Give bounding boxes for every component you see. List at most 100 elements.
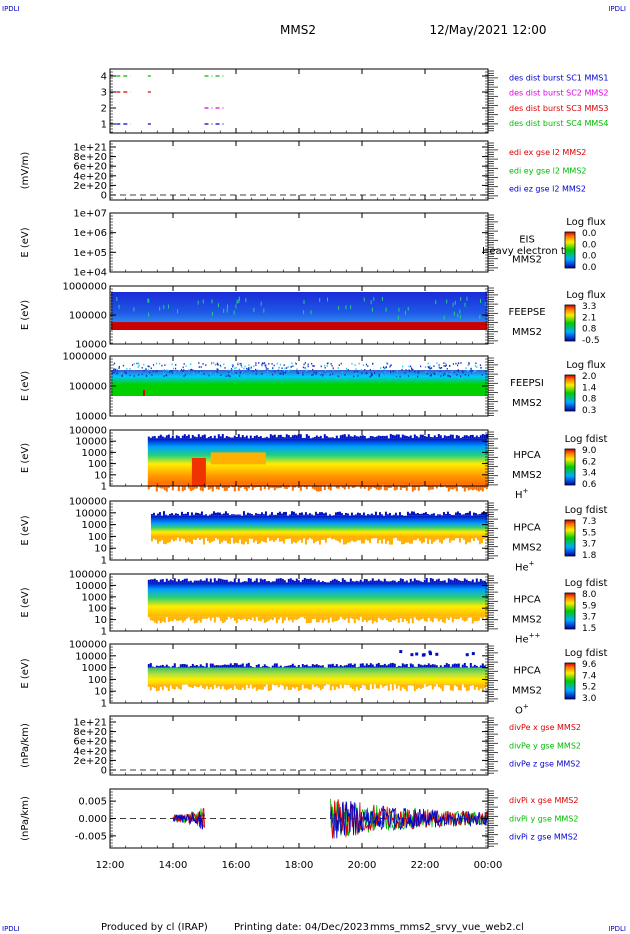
spectrogram-edge <box>476 514 479 516</box>
spectrogram-edge <box>219 684 222 690</box>
spectrogram-edge <box>247 484 250 489</box>
colorbar-tick-label: 0.8 <box>582 325 597 335</box>
spectrogram-edge <box>265 581 268 583</box>
spectrogram-edge <box>275 437 278 439</box>
spectrogram-speckle <box>365 372 367 375</box>
spectrogram-speckle <box>178 370 180 372</box>
spectrogram-speckle <box>456 374 458 376</box>
spectrogram-edge <box>366 514 369 516</box>
spectrogram-edge <box>451 664 454 668</box>
instrument-label: EIS <box>519 235 535 246</box>
spectrogram-edge <box>309 484 312 486</box>
spectrogram-speckle <box>183 363 185 365</box>
y-tick-label: -0.005 <box>75 831 107 842</box>
spectrogram-speckle <box>429 365 431 368</box>
spectrogram-edge <box>268 537 271 541</box>
y-tick-label: 100000 <box>69 426 107 437</box>
spectrogram-edge <box>180 537 183 539</box>
spectrogram-edge <box>423 435 426 439</box>
spectrogram-edge <box>448 514 451 516</box>
y-axis-label: E (eV) <box>20 658 31 688</box>
spectrogram-edge <box>415 684 418 690</box>
instrument-label: FEEPSI <box>510 378 544 389</box>
spectrogram-edge <box>277 578 280 583</box>
spectrogram-edge <box>284 537 287 540</box>
spectrogram-edge <box>160 537 163 541</box>
spectrogram-edge <box>259 436 262 439</box>
spectrogram-edge <box>275 663 278 668</box>
spectrogram-speckle <box>136 362 138 365</box>
y-tick-label: 10000 <box>75 340 107 351</box>
spectrogram-speckle <box>290 365 292 368</box>
spectrogram-edge <box>449 666 452 668</box>
spectrogram-edge <box>426 514 429 516</box>
colorbar-tick-label: 7.4 <box>582 671 597 681</box>
spectrogram-speckle <box>148 371 151 374</box>
spectrogram-speckle <box>261 363 263 366</box>
spectrogram-edge <box>221 684 224 687</box>
spectrogram-speckle <box>414 370 416 373</box>
spectrogram-edge <box>351 616 354 619</box>
spectrogram-speckle <box>264 364 266 367</box>
spectrogram-edge <box>387 684 390 691</box>
spectrogram-edge <box>273 434 276 439</box>
spectrogram-edge <box>229 581 232 583</box>
spectrogram-edge <box>197 434 200 439</box>
spectrogram-speckle <box>263 362 266 364</box>
spectrogram-speckle <box>433 365 435 367</box>
panel-frame <box>109 140 489 201</box>
spectrogram-speckle <box>324 369 326 372</box>
spectrogram-edge <box>375 616 378 623</box>
y-tick-label: 100000 <box>69 570 107 581</box>
spectrogram-speckle <box>231 364 234 366</box>
spectrogram-edge <box>415 666 418 668</box>
spectrogram-edge <box>289 684 292 690</box>
spectrogram-speckle <box>443 365 445 367</box>
spectrogram-speckle <box>465 653 469 657</box>
spectrogram-edge <box>200 511 203 516</box>
spectrogram-edge <box>273 581 276 583</box>
spectrogram-edge <box>467 484 470 491</box>
legend-entry: divPi x gse MMS2 <box>509 796 578 805</box>
spectrogram-edge <box>420 513 423 516</box>
spectrogram-speckle <box>164 373 166 375</box>
spectrogram-speckle <box>462 371 464 374</box>
spectrogram-edge <box>485 616 488 619</box>
spectrogram-edge <box>417 616 420 621</box>
spectrogram-edge <box>245 684 248 686</box>
spectrogram-edge <box>475 684 478 688</box>
spectrogram-speckle <box>462 370 464 373</box>
spectrogram-speckle <box>468 362 470 364</box>
x-tick-label: 20:00 <box>348 860 377 871</box>
spectrogram-edge <box>181 616 184 623</box>
spectrogram-edge <box>287 578 290 583</box>
spectrogram-speckle <box>202 363 204 365</box>
spectrogram-edge <box>304 512 307 516</box>
y-tick-label: 1000 <box>82 448 107 459</box>
spectrogram-edge <box>228 515 231 516</box>
spectrogram-edge <box>372 514 375 516</box>
spectrogram-edge <box>336 511 339 516</box>
spectrogram-edge <box>185 578 188 583</box>
spectrogram-edge <box>460 514 463 516</box>
spectrogram-edge <box>437 684 440 688</box>
spectrogram-edge <box>388 537 391 545</box>
spectrogram-speckle <box>389 365 391 367</box>
spectrogram-speckle <box>255 368 257 371</box>
spectrogram-edge <box>432 513 435 516</box>
spectrogram-edge <box>381 616 384 621</box>
spectrogram-edge <box>465 435 468 439</box>
spectrogram-speckle <box>146 375 148 377</box>
footer-produced-by: Produced by cl (IRAP) <box>101 922 208 933</box>
spectrogram-edge <box>411 616 414 624</box>
instrument-label: HPCA <box>513 450 541 461</box>
spectrogram-edge <box>275 684 278 685</box>
spectrogram-edge <box>409 684 412 686</box>
spectrogram-speckle <box>152 370 154 373</box>
spectrogram-edge <box>149 437 152 439</box>
spectrogram-speckle <box>125 372 127 375</box>
spectrogram-edge <box>251 667 254 668</box>
spectrogram-edge <box>239 616 242 620</box>
spectrogram-edge <box>419 581 422 583</box>
spectrogram-edge <box>187 684 190 687</box>
